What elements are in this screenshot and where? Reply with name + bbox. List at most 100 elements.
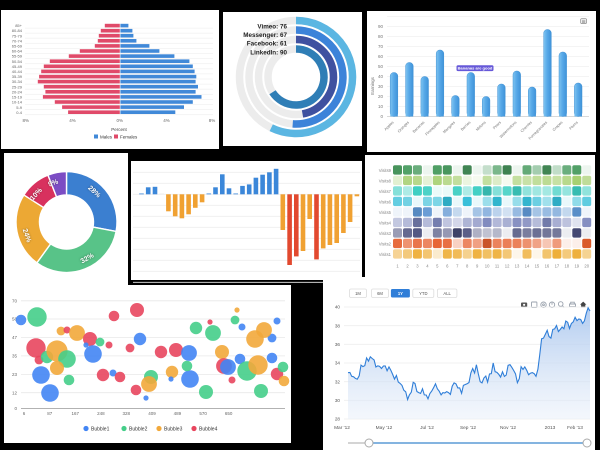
svg-text:45-49: 45-49 [12,64,23,69]
svg-text:30-34: 30-34 [12,79,23,84]
svg-text:8: 8 [466,264,469,269]
svg-text:7: 7 [456,264,459,269]
svg-text:Sep '12: Sep '12 [460,425,476,431]
svg-text:Visits2: Visits2 [379,242,392,247]
svg-text:4%: 4% [163,118,170,123]
svg-text:Visits1: Visits1 [379,252,392,257]
svg-text:40: 40 [335,305,341,310]
svg-text:Bubble3: Bubble3 [164,427,183,433]
svg-text:34: 34 [335,361,341,366]
svg-text:1M: 1M [355,291,361,296]
svg-text:1Y: 1Y [398,291,403,296]
svg-text:Messenger: 67: Messenger: 67 [243,32,287,39]
svg-text:Feb '13: Feb '13 [567,425,583,431]
svg-text:Pineapples: Pineapples [425,120,441,136]
svg-text:Berries: Berries [460,120,471,131]
svg-text:Visits8: Visits8 [379,179,392,184]
svg-text:15-19: 15-19 [12,95,23,100]
svg-text:9: 9 [476,264,479,269]
svg-text:40-44: 40-44 [12,69,23,74]
svg-text:35-39: 35-39 [12,74,23,79]
svg-text:Bananas: Bananas [412,120,425,133]
svg-text:Bubble2: Bubble2 [129,427,148,433]
svg-text:40: 40 [378,74,384,79]
svg-text:YTD: YTD [419,291,427,296]
svg-text:LinkedIn: 90: LinkedIn: 90 [250,49,287,56]
svg-text:8%: 8% [22,118,29,123]
svg-text:5: 5 [436,264,439,269]
svg-text:87: 87 [47,411,53,416]
svg-text:Females: Females [120,134,138,139]
svg-text:30: 30 [335,398,341,403]
svg-text:70: 70 [378,44,384,49]
svg-text:90: 90 [378,24,384,29]
svg-text:14: 14 [525,264,530,269]
svg-text:ALL: ALL [443,291,451,296]
svg-text:47: 47 [12,335,18,340]
svg-text:0%: 0% [117,118,124,123]
svg-text:4%: 4% [69,118,76,123]
svg-text:248: 248 [97,411,105,416]
svg-text:Bubble1: Bubble1 [91,427,110,433]
svg-text:58: 58 [12,317,18,322]
svg-text:32: 32 [335,379,341,384]
svg-text:6M: 6M [377,291,383,296]
svg-text:1: 1 [396,264,399,269]
svg-text:Jul '12: Jul '12 [420,425,434,431]
svg-text:Visits3: Visits3 [379,231,392,236]
svg-text:10: 10 [378,104,384,109]
svg-text:20: 20 [584,264,589,269]
svg-text:167: 167 [71,411,79,416]
svg-text:Grapes: Grapes [552,120,564,132]
svg-text:650: 650 [225,411,233,416]
svg-text:35: 35 [12,354,18,359]
svg-text:25-29: 25-29 [12,84,23,89]
svg-text:23: 23 [12,372,18,377]
svg-text:75-79: 75-79 [12,33,23,38]
svg-text:19: 19 [574,264,579,269]
svg-text:9%: 9% [47,178,60,188]
svg-text:Facebook: 61: Facebook: 61 [247,41,288,48]
svg-text:50: 50 [378,64,384,69]
svg-text:Visits7: Visits7 [379,189,392,194]
svg-text:Visits4: Visits4 [379,221,392,226]
svg-text:Plums: Plums [569,120,579,130]
svg-text:Percent: Percent [111,127,127,132]
svg-text:80-84: 80-84 [12,28,23,33]
svg-text:570: 570 [199,411,207,416]
svg-text:20-24: 20-24 [12,90,23,95]
svg-text:6: 6 [23,411,26,416]
svg-text:328: 328 [123,411,131,416]
svg-text:5-9: 5-9 [16,105,23,110]
svg-text:12: 12 [505,264,510,269]
svg-text:Visits9: Visits9 [379,168,392,173]
svg-text:Apples: Apples [384,120,395,131]
svg-text:Mar '12: Mar '12 [334,425,350,431]
svg-text:Males: Males [100,134,113,139]
svg-text:16: 16 [545,264,550,269]
svg-text:18: 18 [564,264,569,269]
svg-text:38: 38 [335,323,341,328]
svg-text:Bananas are good: Bananas are good [458,66,493,71]
svg-text:60-64: 60-64 [12,49,23,54]
svg-text:Earnings: Earnings [370,76,375,95]
svg-text:0: 0 [14,406,17,411]
svg-text:May '12: May '12 [376,425,393,431]
svg-text:2013: 2013 [545,425,556,431]
svg-text:10: 10 [485,264,490,269]
svg-text:489: 489 [174,411,182,416]
svg-text:36: 36 [335,342,341,347]
svg-text:Mangoes: Mangoes [442,120,456,134]
svg-text:15: 15 [535,264,540,269]
svg-text:13: 13 [515,264,520,269]
svg-text:70: 70 [12,298,18,303]
svg-text:Bubble4: Bubble4 [199,427,218,433]
svg-text:3: 3 [416,264,419,269]
svg-text:Visits6: Visits6 [379,200,392,205]
svg-text:60: 60 [378,54,384,59]
svg-text:0: 0 [380,114,383,119]
svg-text:6: 6 [446,264,449,269]
svg-text:8%: 8% [209,118,216,123]
svg-text:Pears: Pears [492,120,502,130]
svg-text:2: 2 [406,264,409,269]
